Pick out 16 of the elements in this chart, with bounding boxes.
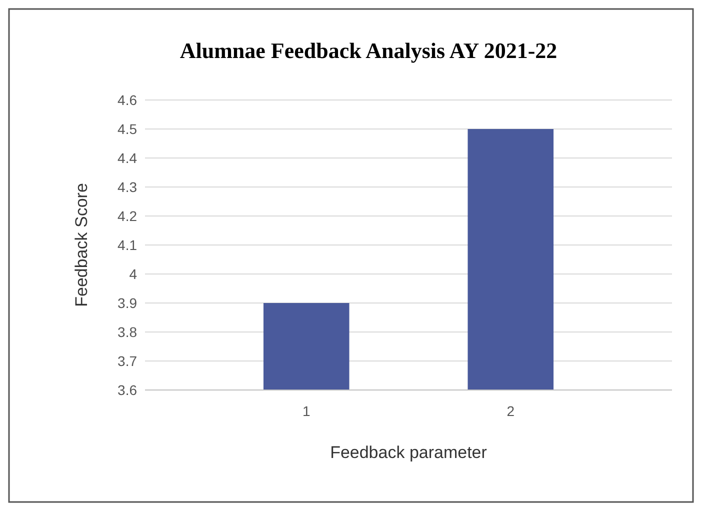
y-tick-label: 3.6 [118, 382, 138, 398]
y-tick-label: 3.7 [118, 352, 138, 369]
y-tick-label: 4.2 [118, 208, 138, 224]
y-tick-label: 4.5 [118, 120, 138, 137]
chart-title: Alumnae Feedback Analysis AY 2021-22 [180, 38, 558, 63]
y-axis-title: Feedback Score [72, 183, 91, 307]
y-tick-label: 3.8 [118, 324, 138, 340]
y-tick-label: 4.4 [118, 150, 138, 166]
x-axis-title: Feedback parameter [330, 443, 488, 462]
x-tick-label: 2 [506, 403, 515, 419]
y-tick-label: 4 [129, 266, 138, 282]
x-tick-label: 1 [302, 403, 310, 419]
y-tick-label: 4.3 [118, 178, 138, 195]
y-tick-label: 4.6 [118, 92, 138, 108]
y-tick-label: 3.9 [118, 294, 138, 311]
y-tick-label: 4.1 [118, 236, 138, 253]
